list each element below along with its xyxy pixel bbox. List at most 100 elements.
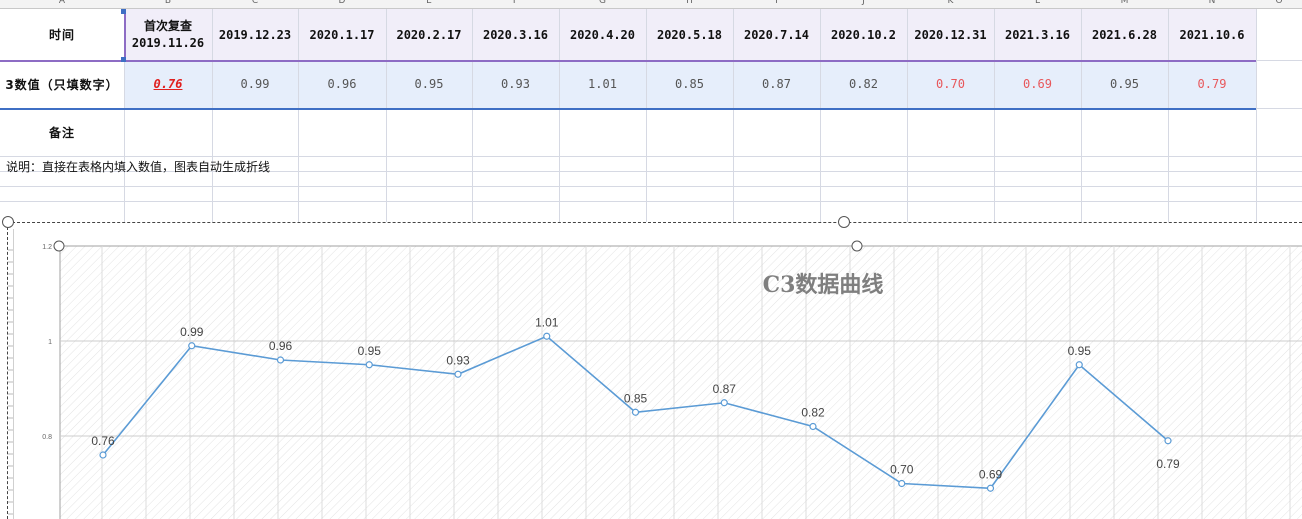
grid-column-line xyxy=(559,9,560,222)
y-axis-tick-label: 0.8 xyxy=(42,434,52,441)
column-letter-m[interactable]: M xyxy=(1120,0,1129,6)
data-point-marker xyxy=(898,479,906,488)
data-label: 0.95 xyxy=(358,344,382,358)
grid-column-line xyxy=(386,9,387,222)
value-cell[interactable]: 0.69 xyxy=(1023,77,1052,91)
date-header-cell[interactable]: 2021.6.28 xyxy=(1091,27,1158,42)
date-header-cell[interactable]: 2020.3.16 xyxy=(482,27,549,42)
value-row-label-cell[interactable]: 3数值（只填数字） xyxy=(5,77,119,92)
data-point-marker xyxy=(1075,361,1083,369)
plot-area-handle-top-left[interactable] xyxy=(53,240,65,252)
grid-row-line xyxy=(0,201,1302,202)
column-letter-a[interactable]: A xyxy=(58,0,66,6)
selection-handle[interactable] xyxy=(121,9,126,14)
data-label: 0.70 xyxy=(890,463,914,477)
value-cell[interactable]: 0.95 xyxy=(414,77,444,91)
chart-resize-handle-top-left[interactable] xyxy=(2,216,14,228)
data-point-marker xyxy=(986,484,995,492)
data-label: 0.82 xyxy=(801,406,825,420)
column-letter-c[interactable]: C xyxy=(251,0,259,6)
column-letter-g[interactable]: G xyxy=(599,0,606,6)
value-cell[interactable]: 0.70 xyxy=(936,77,965,91)
value-cell[interactable]: 0.82 xyxy=(849,77,878,91)
value-cell[interactable]: 0.79 xyxy=(1197,77,1227,91)
value-cell[interactable]: 0.85 xyxy=(675,77,704,91)
value-cell[interactable]: 0.87 xyxy=(762,77,791,91)
grid-column-line xyxy=(472,9,473,222)
value-row-band xyxy=(0,60,1256,108)
plot-area-background xyxy=(60,246,1302,519)
column-letter-f[interactable]: F xyxy=(512,0,519,6)
value-row-border xyxy=(0,108,1256,110)
grid-column-line xyxy=(646,9,647,222)
grid-column-line xyxy=(124,9,125,222)
column-letter-k[interactable]: K xyxy=(947,0,954,6)
date-header-cell[interactable]: 2021.10.6 xyxy=(1179,27,1245,42)
data-label: 0.85 xyxy=(624,391,648,405)
column-header-strip: A B C D E F G H I J K L M N O xyxy=(0,0,1302,9)
value-cell[interactable]: 0.93 xyxy=(501,77,530,91)
data-point-marker xyxy=(188,342,196,350)
column-letter-e[interactable]: E xyxy=(426,0,432,6)
grid-row-line xyxy=(0,156,1302,157)
data-point-marker xyxy=(365,361,373,369)
column-letter-d[interactable]: D xyxy=(338,0,346,6)
data-point-marker xyxy=(99,451,107,459)
data-label: 0.99 xyxy=(180,325,204,339)
date-header-cell[interactable]: 2020.12.31 xyxy=(914,27,987,42)
grid-column-line xyxy=(907,9,908,222)
date-header-cell[interactable]: 2020.4.20 xyxy=(569,27,636,42)
data-label: 1.01 xyxy=(535,315,559,329)
date-header-line1: 首次复查 xyxy=(143,18,192,33)
column-letter-o[interactable]: O xyxy=(1275,0,1283,6)
chart-selection-left-border xyxy=(7,222,8,519)
grid-column-line xyxy=(212,9,213,222)
header-row-border xyxy=(0,60,1256,62)
data-point-marker xyxy=(454,370,462,378)
column-letter-n[interactable]: N xyxy=(1208,0,1216,6)
date-header-cell[interactable]: 2020.1.17 xyxy=(309,27,375,42)
grid-column-line xyxy=(733,9,734,222)
row-label-cell-bg xyxy=(0,60,124,108)
date-header-cell[interactable]: 2020.7.14 xyxy=(743,27,810,42)
value-cell[interactable]: 0.76 xyxy=(153,77,183,91)
selection-handle[interactable] xyxy=(121,57,126,62)
y-axis-tick-label: 1.2 xyxy=(42,244,52,251)
column-letter-b[interactable]: B xyxy=(164,0,172,6)
header-label-cell[interactable]: 时间 xyxy=(48,28,75,42)
value-cell[interactable]: 0.99 xyxy=(240,77,270,91)
data-label: 0.87 xyxy=(713,382,737,396)
date-header-line2: 2019.11.26 xyxy=(131,35,205,50)
date-header-cell[interactable]: 2020.2.17 xyxy=(396,27,462,42)
column-letter-i[interactable]: I xyxy=(775,0,778,6)
date-header-cell[interactable]: 2020.10.2 xyxy=(830,27,897,42)
data-point-marker xyxy=(543,332,551,340)
header-row-band xyxy=(124,9,1256,60)
column-letter-l[interactable]: L xyxy=(1034,0,1041,6)
data-point-marker xyxy=(631,408,640,416)
chart-resize-handle-top-middle[interactable] xyxy=(838,216,850,228)
date-header-cell[interactable]: 首次复查 2019.11.26 xyxy=(124,9,212,60)
data-label: 0.79 xyxy=(1156,457,1180,471)
value-cell[interactable]: 1.01 xyxy=(588,77,617,91)
data-label: 0.96 xyxy=(269,339,293,353)
y-axis-tick-label: 1 xyxy=(48,339,52,346)
value-cell[interactable]: 0.96 xyxy=(327,77,357,91)
grid-column-line xyxy=(298,9,299,222)
column-letter-j[interactable]: J xyxy=(862,0,865,6)
header-label-cell-bg xyxy=(0,9,124,60)
data-label: 0.69 xyxy=(979,467,1003,481)
date-header-cell[interactable]: 2021.3.16 xyxy=(1004,27,1071,42)
date-header-cell[interactable]: 2020.5.18 xyxy=(656,27,723,42)
data-point-marker xyxy=(720,399,728,407)
value-cell[interactable]: 0.95 xyxy=(1110,77,1139,91)
column-letter-h[interactable]: H xyxy=(686,0,693,6)
grid-column-line xyxy=(820,9,821,222)
remark-label-cell[interactable]: 备注 xyxy=(48,125,75,140)
data-label: 0.76 xyxy=(91,434,115,448)
plot-area-handle-top-middle[interactable] xyxy=(851,240,863,252)
date-header-cell[interactable]: 2019.12.23 xyxy=(218,27,292,42)
header-left-border xyxy=(124,9,126,60)
grid-row-line xyxy=(0,186,1302,187)
